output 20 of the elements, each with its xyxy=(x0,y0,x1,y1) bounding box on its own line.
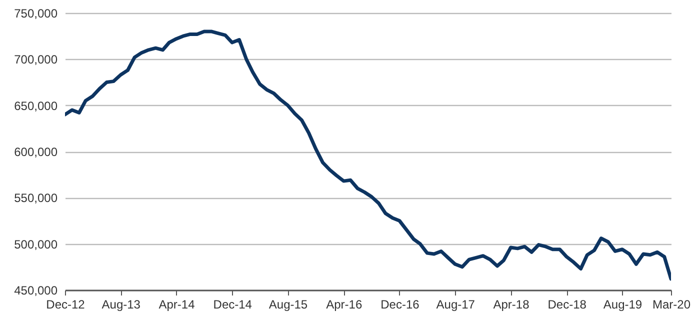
x-tick-label: Apr-18 xyxy=(493,298,530,312)
x-tick-label: Dec-14 xyxy=(213,298,252,312)
x-tick-label: Dec-18 xyxy=(548,298,587,312)
x-tick-label: Dec-12 xyxy=(46,298,86,312)
y-tick-label: 700,000 xyxy=(14,52,58,67)
x-tick-label: Apr-16 xyxy=(326,298,362,312)
line-series xyxy=(65,30,671,281)
y-tick-label: 550,000 xyxy=(14,191,58,206)
y-tick-label: 650,000 xyxy=(14,98,58,113)
x-tick-label: Dec-16 xyxy=(380,298,420,312)
x-tick-label: Aug-15 xyxy=(268,298,308,312)
y-tick-label: 500,000 xyxy=(14,237,58,252)
y-tick-label: 600,000 xyxy=(14,145,58,159)
x-tick-label: Aug-13 xyxy=(102,298,141,312)
y-tick-label: 450,000 xyxy=(14,284,58,298)
x-tick-label: Aug-19 xyxy=(603,298,642,312)
x-tick-label: Mar-20 xyxy=(652,298,691,312)
y-tick-label: 750,000 xyxy=(14,6,58,20)
x-tick-label: Apr-14 xyxy=(158,298,196,312)
x-tick-label: Aug-17 xyxy=(436,298,476,312)
